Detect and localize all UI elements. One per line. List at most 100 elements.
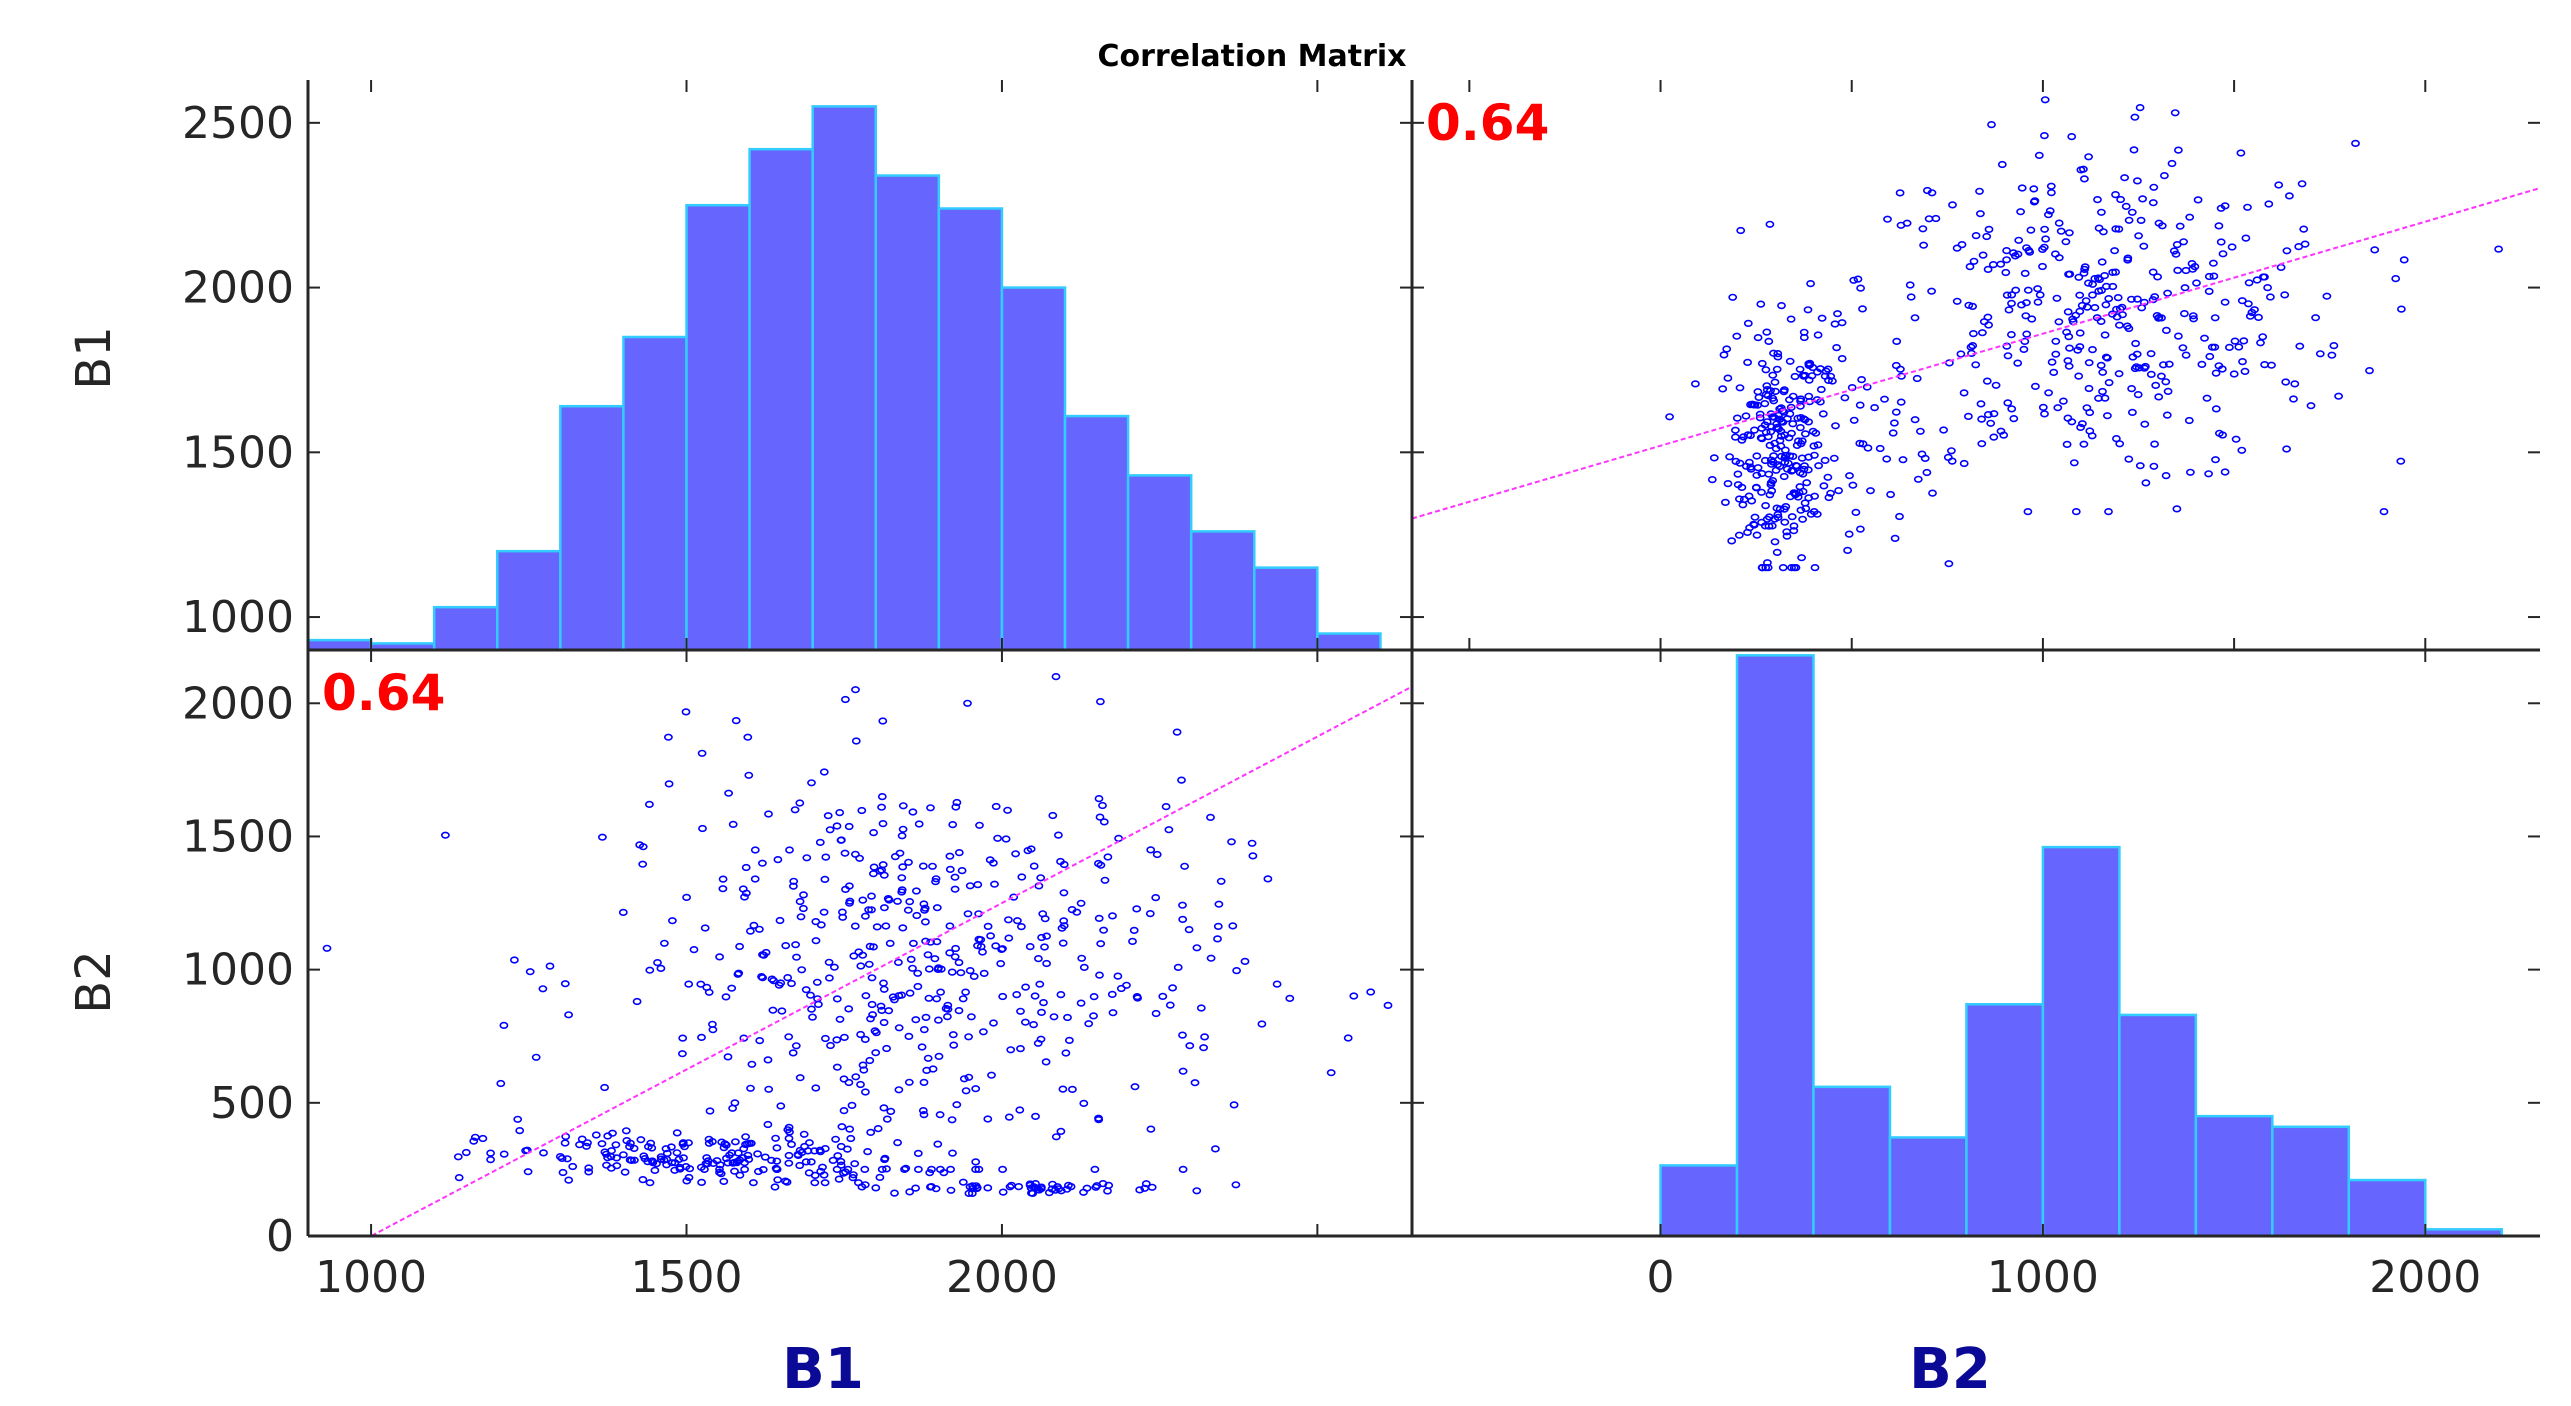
scatter-point — [741, 863, 751, 872]
scatter-point — [1787, 513, 1797, 521]
scatter-point — [861, 912, 870, 920]
scatter-point — [1969, 257, 1979, 265]
scatter-point — [2058, 397, 2068, 405]
scatter-point — [998, 1188, 1008, 1196]
scatter-point — [697, 1033, 706, 1041]
scatter-point — [1732, 332, 1742, 340]
scatter-point — [2130, 113, 2140, 121]
scatter-point — [645, 800, 654, 809]
scatter-point — [1831, 422, 1840, 430]
scatter-point — [2146, 350, 2156, 358]
scatter-point — [998, 992, 1008, 1001]
y-tick-label: 1000 — [182, 945, 294, 996]
scatter-point — [689, 945, 699, 954]
scatter-point — [700, 1165, 709, 1173]
scatter-point — [1844, 530, 1854, 538]
scatter-point — [802, 854, 812, 862]
scatter-point — [2214, 222, 2224, 230]
scatter-point — [843, 1165, 853, 1173]
scatter-point — [1896, 221, 1906, 229]
scatter-point — [1743, 319, 1753, 328]
scatter-point — [790, 806, 800, 814]
scatter-point — [926, 804, 935, 812]
scatter-point — [964, 1033, 973, 1041]
scatter-point — [1053, 1183, 1062, 1191]
scatter-point — [905, 897, 915, 906]
scatter-point — [811, 937, 821, 945]
scatter-point — [538, 985, 548, 993]
scatter-point — [650, 1166, 660, 1174]
scatter-point — [857, 1183, 867, 1191]
scatter-point — [2101, 301, 2111, 309]
scatter-point — [1059, 922, 1069, 930]
scatter-point — [1099, 926, 1108, 934]
scatter-point — [1760, 400, 1770, 408]
scatter-point — [954, 1006, 964, 1015]
scatter-point — [638, 1175, 648, 1184]
scatter-point — [1779, 472, 1789, 481]
scatter-point — [947, 1116, 957, 1124]
scatter-point — [2052, 294, 2062, 302]
scatter-point — [2224, 343, 2234, 352]
scatter-point — [1956, 350, 1966, 358]
scatter-point — [2217, 365, 2227, 373]
scatter-point — [2171, 250, 2181, 258]
scatter-point — [1728, 293, 1738, 301]
scatter-point — [919, 1110, 929, 1119]
scatter-point — [2204, 272, 2214, 281]
scatter-point — [1818, 410, 1828, 418]
scatter-point — [735, 1171, 745, 1179]
scatter-point — [2139, 298, 2149, 307]
scatter-point — [440, 831, 450, 839]
scatter-point — [2007, 291, 2017, 299]
scatter-point — [1016, 1007, 1025, 1015]
scatter-point — [2063, 308, 2073, 316]
scatter-point — [961, 1087, 971, 1095]
scatter-point — [923, 1054, 933, 1062]
scatter-point — [2263, 284, 2272, 292]
scatter-point — [1190, 1079, 1200, 1087]
scatter-point — [972, 1184, 982, 1193]
scatter-point — [635, 841, 645, 849]
histogram-bar — [937, 207, 1004, 652]
scatter-point — [1199, 1044, 1208, 1052]
scatter-point — [1832, 344, 1841, 352]
scatter-point — [1343, 1034, 1353, 1042]
scatter-point — [983, 1184, 993, 1192]
scatter-point — [777, 1007, 787, 1015]
scatter-point — [1853, 275, 1863, 283]
scatter-point — [1132, 905, 1142, 913]
scatter-point — [1977, 415, 1986, 423]
scatter-point — [2204, 470, 2213, 478]
scatter-point — [871, 1049, 881, 1057]
scatter-point — [2046, 182, 2056, 190]
scatter-point — [705, 1107, 715, 1115]
scatter-point — [819, 908, 829, 916]
scatter-point — [2220, 298, 2230, 306]
scatter-point — [2127, 385, 2136, 393]
scatter-point — [1767, 487, 1777, 495]
histogram-bar — [2347, 1178, 2427, 1238]
scatter-point — [959, 1075, 969, 1083]
scatter-point — [1051, 672, 1061, 681]
scatter-point — [2100, 272, 2109, 280]
scatter-point — [758, 1165, 768, 1174]
scatter-point — [2150, 293, 2160, 301]
scatter-point — [767, 975, 777, 983]
scatter-point — [956, 969, 966, 977]
scatter-point — [2084, 359, 2094, 367]
scatter-point — [1851, 508, 1861, 517]
scatter-point — [1826, 489, 1835, 497]
scatter-point — [1722, 345, 1732, 353]
scatter-point — [2104, 295, 2114, 303]
scatter-point — [1829, 454, 1839, 462]
scatter-point — [865, 1056, 875, 1065]
scatter-point — [1151, 1009, 1161, 1018]
scatter-point — [2051, 337, 2061, 345]
scatter-point — [1855, 439, 1865, 448]
scatter-point — [727, 984, 737, 992]
scatter-point — [2236, 149, 2246, 157]
scatter-point — [832, 1063, 842, 1071]
scatter-point — [879, 985, 889, 993]
scatter-point — [582, 1142, 591, 1150]
